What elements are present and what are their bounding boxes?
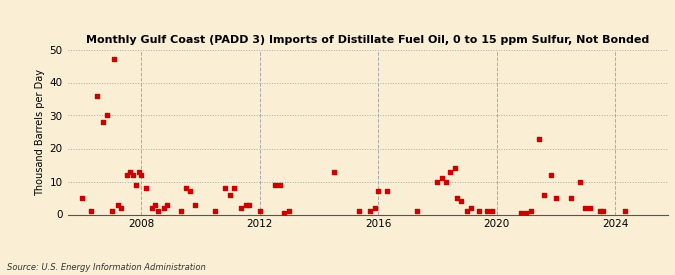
Point — [329, 169, 340, 174]
Point — [190, 202, 200, 207]
Point — [210, 209, 221, 213]
Point — [146, 206, 157, 210]
Point — [516, 211, 526, 215]
Point — [462, 209, 472, 213]
Point — [185, 189, 196, 194]
Point — [598, 209, 609, 213]
Y-axis label: Thousand Barrels per Day: Thousand Barrels per Day — [35, 68, 45, 196]
Point — [180, 186, 191, 190]
Text: Source: U.S. Energy Information Administration: Source: U.S. Energy Information Administ… — [7, 263, 205, 272]
Point — [122, 173, 132, 177]
Point — [437, 176, 448, 180]
Point — [580, 206, 591, 210]
Point — [109, 57, 119, 62]
Point — [432, 179, 443, 184]
Point — [449, 166, 460, 170]
Point — [254, 209, 265, 213]
Point — [127, 173, 138, 177]
Point — [565, 196, 576, 200]
Point — [284, 209, 295, 213]
Point — [149, 202, 160, 207]
Point — [124, 169, 135, 174]
Point — [526, 209, 537, 213]
Point — [452, 196, 462, 200]
Point — [161, 202, 172, 207]
Point — [113, 202, 124, 207]
Point — [456, 199, 466, 204]
Point — [465, 206, 476, 210]
Point — [158, 206, 169, 210]
Point — [235, 206, 246, 210]
Point — [219, 186, 230, 190]
Point — [370, 206, 381, 210]
Point — [274, 183, 285, 187]
Point — [228, 186, 239, 190]
Point — [364, 209, 375, 213]
Point — [243, 202, 254, 207]
Point — [521, 211, 532, 215]
Point — [153, 209, 163, 213]
Point — [225, 192, 236, 197]
Point — [481, 209, 492, 213]
Point — [545, 173, 556, 177]
Point — [240, 202, 251, 207]
Point — [77, 196, 88, 200]
Point — [595, 209, 605, 213]
Point — [279, 211, 290, 215]
Point — [411, 209, 422, 213]
Point — [486, 209, 497, 213]
Point — [107, 209, 117, 213]
Point — [92, 94, 103, 98]
Point — [550, 196, 561, 200]
Point — [381, 189, 392, 194]
Point — [354, 209, 364, 213]
Point — [101, 113, 112, 118]
Point — [473, 209, 484, 213]
Point — [131, 183, 142, 187]
Point — [134, 169, 144, 174]
Point — [620, 209, 630, 213]
Point — [98, 120, 109, 124]
Point — [136, 173, 147, 177]
Point — [441, 179, 452, 184]
Point — [575, 179, 586, 184]
Point — [533, 136, 544, 141]
Title: Monthly Gulf Coast (PADD 3) Imports of Distillate Fuel Oil, 0 to 15 ppm Sulfur, : Monthly Gulf Coast (PADD 3) Imports of D… — [86, 35, 649, 45]
Point — [585, 206, 596, 210]
Point — [373, 189, 383, 194]
Point — [115, 206, 126, 210]
Point — [539, 192, 549, 197]
Point — [86, 209, 97, 213]
Point — [176, 209, 187, 213]
Point — [140, 186, 151, 190]
Point — [444, 169, 455, 174]
Point — [269, 183, 280, 187]
